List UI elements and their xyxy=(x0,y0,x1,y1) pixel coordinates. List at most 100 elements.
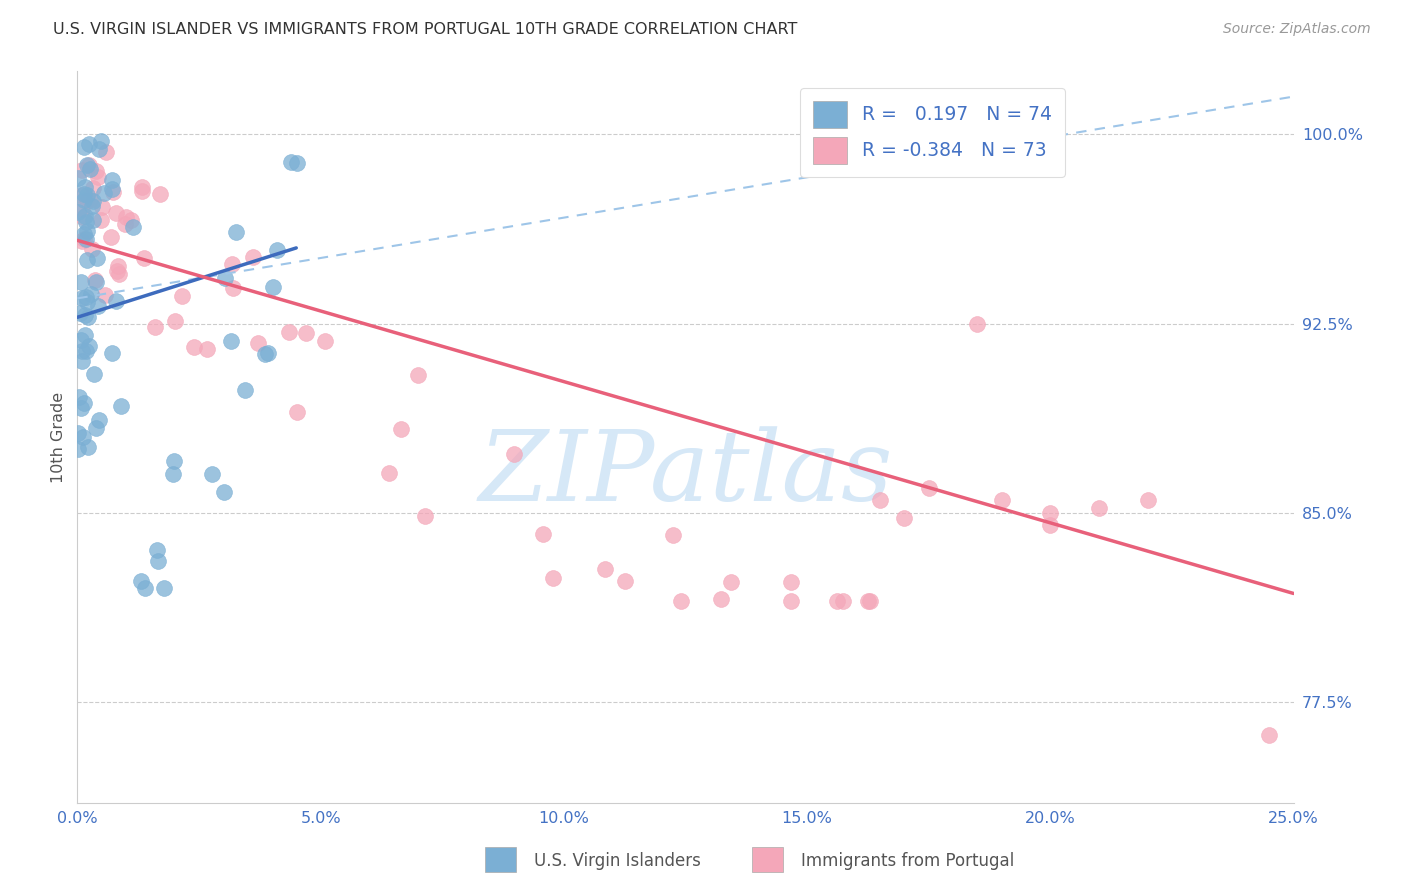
Point xyxy=(89,413,111,427)
Point xyxy=(77,158,100,172)
Point xyxy=(75,210,97,224)
Point xyxy=(280,155,302,169)
Point xyxy=(76,194,98,208)
Point xyxy=(75,328,97,343)
Point xyxy=(825,594,848,608)
Text: U.S. VIRGIN ISLANDER VS IMMIGRANTS FROM PORTUGAL 10TH GRADE CORRELATION CHART: U.S. VIRGIN ISLANDER VS IMMIGRANTS FROM … xyxy=(53,22,797,37)
Point xyxy=(1039,506,1062,520)
Point xyxy=(101,185,124,199)
Point xyxy=(110,399,132,413)
Point xyxy=(710,591,733,606)
Point xyxy=(90,200,112,214)
Point xyxy=(76,252,98,267)
Point xyxy=(75,308,97,322)
Point xyxy=(101,346,124,360)
Point xyxy=(87,142,110,156)
Point xyxy=(70,343,93,358)
Point xyxy=(502,447,524,461)
Point xyxy=(246,335,269,350)
Point xyxy=(413,508,436,523)
Point xyxy=(76,224,98,238)
Point xyxy=(105,294,128,309)
Point xyxy=(94,145,117,159)
Point xyxy=(858,594,880,608)
Point xyxy=(80,199,103,213)
Point xyxy=(134,251,156,265)
Point xyxy=(285,405,308,419)
Point xyxy=(76,295,98,310)
Text: U.S. Virgin Islanders: U.S. Virgin Islanders xyxy=(534,852,702,870)
Point xyxy=(105,264,128,278)
Text: Immigrants from Portugal: Immigrants from Portugal xyxy=(801,852,1015,870)
Point xyxy=(145,319,167,334)
Point xyxy=(669,594,692,608)
Point xyxy=(893,510,915,524)
Point xyxy=(233,383,256,397)
Point xyxy=(100,230,122,244)
Point xyxy=(83,273,105,287)
Point xyxy=(75,215,97,229)
Point xyxy=(83,368,105,382)
Point xyxy=(214,270,236,285)
Point xyxy=(108,267,131,281)
Point xyxy=(780,594,803,608)
Point xyxy=(662,528,685,542)
Point xyxy=(859,594,882,608)
Point xyxy=(406,368,429,383)
Point xyxy=(120,212,142,227)
Point xyxy=(219,334,242,349)
Point xyxy=(262,280,284,294)
Point xyxy=(73,232,96,246)
Point xyxy=(82,181,104,195)
Point xyxy=(89,213,111,227)
Point xyxy=(614,574,637,588)
Point xyxy=(242,250,264,264)
Point xyxy=(122,219,145,234)
Point xyxy=(70,333,93,347)
Point xyxy=(107,259,129,273)
Point xyxy=(201,467,224,481)
Point xyxy=(86,169,108,184)
Y-axis label: 10th Grade: 10th Grade xyxy=(51,392,66,483)
Point xyxy=(75,232,97,246)
Point xyxy=(165,314,187,328)
Point xyxy=(183,340,205,354)
Point xyxy=(163,454,186,468)
Text: Source: ZipAtlas.com: Source: ZipAtlas.com xyxy=(1223,22,1371,37)
Point xyxy=(67,170,90,185)
Point xyxy=(146,554,169,568)
Point xyxy=(531,527,554,541)
Point xyxy=(75,179,97,194)
Point xyxy=(79,162,101,177)
Point xyxy=(225,225,247,239)
Point xyxy=(222,281,245,295)
Point xyxy=(1136,493,1159,508)
Point xyxy=(73,187,96,202)
Point xyxy=(86,251,108,265)
Point xyxy=(69,276,91,290)
Point xyxy=(129,574,152,588)
Point xyxy=(1039,518,1062,533)
Text: ZIPatlas: ZIPatlas xyxy=(478,426,893,521)
Point xyxy=(70,188,93,202)
Point xyxy=(277,326,299,340)
Point xyxy=(93,186,115,201)
Point xyxy=(70,202,93,216)
Point xyxy=(378,467,401,481)
Point xyxy=(966,317,988,331)
Legend: R =   0.197   N = 74, R = -0.384   N = 73: R = 0.197 N = 74, R = -0.384 N = 73 xyxy=(800,88,1066,177)
Point xyxy=(67,442,90,457)
Point xyxy=(94,287,117,301)
Point xyxy=(80,243,103,257)
Point xyxy=(170,289,193,303)
Point xyxy=(990,493,1012,508)
Point xyxy=(285,156,308,170)
Point xyxy=(918,481,941,495)
Point xyxy=(73,395,96,409)
Point xyxy=(79,193,101,207)
Point xyxy=(221,257,243,271)
Point xyxy=(76,159,98,173)
Point xyxy=(101,182,124,196)
Point xyxy=(152,582,174,596)
Point xyxy=(70,234,93,248)
